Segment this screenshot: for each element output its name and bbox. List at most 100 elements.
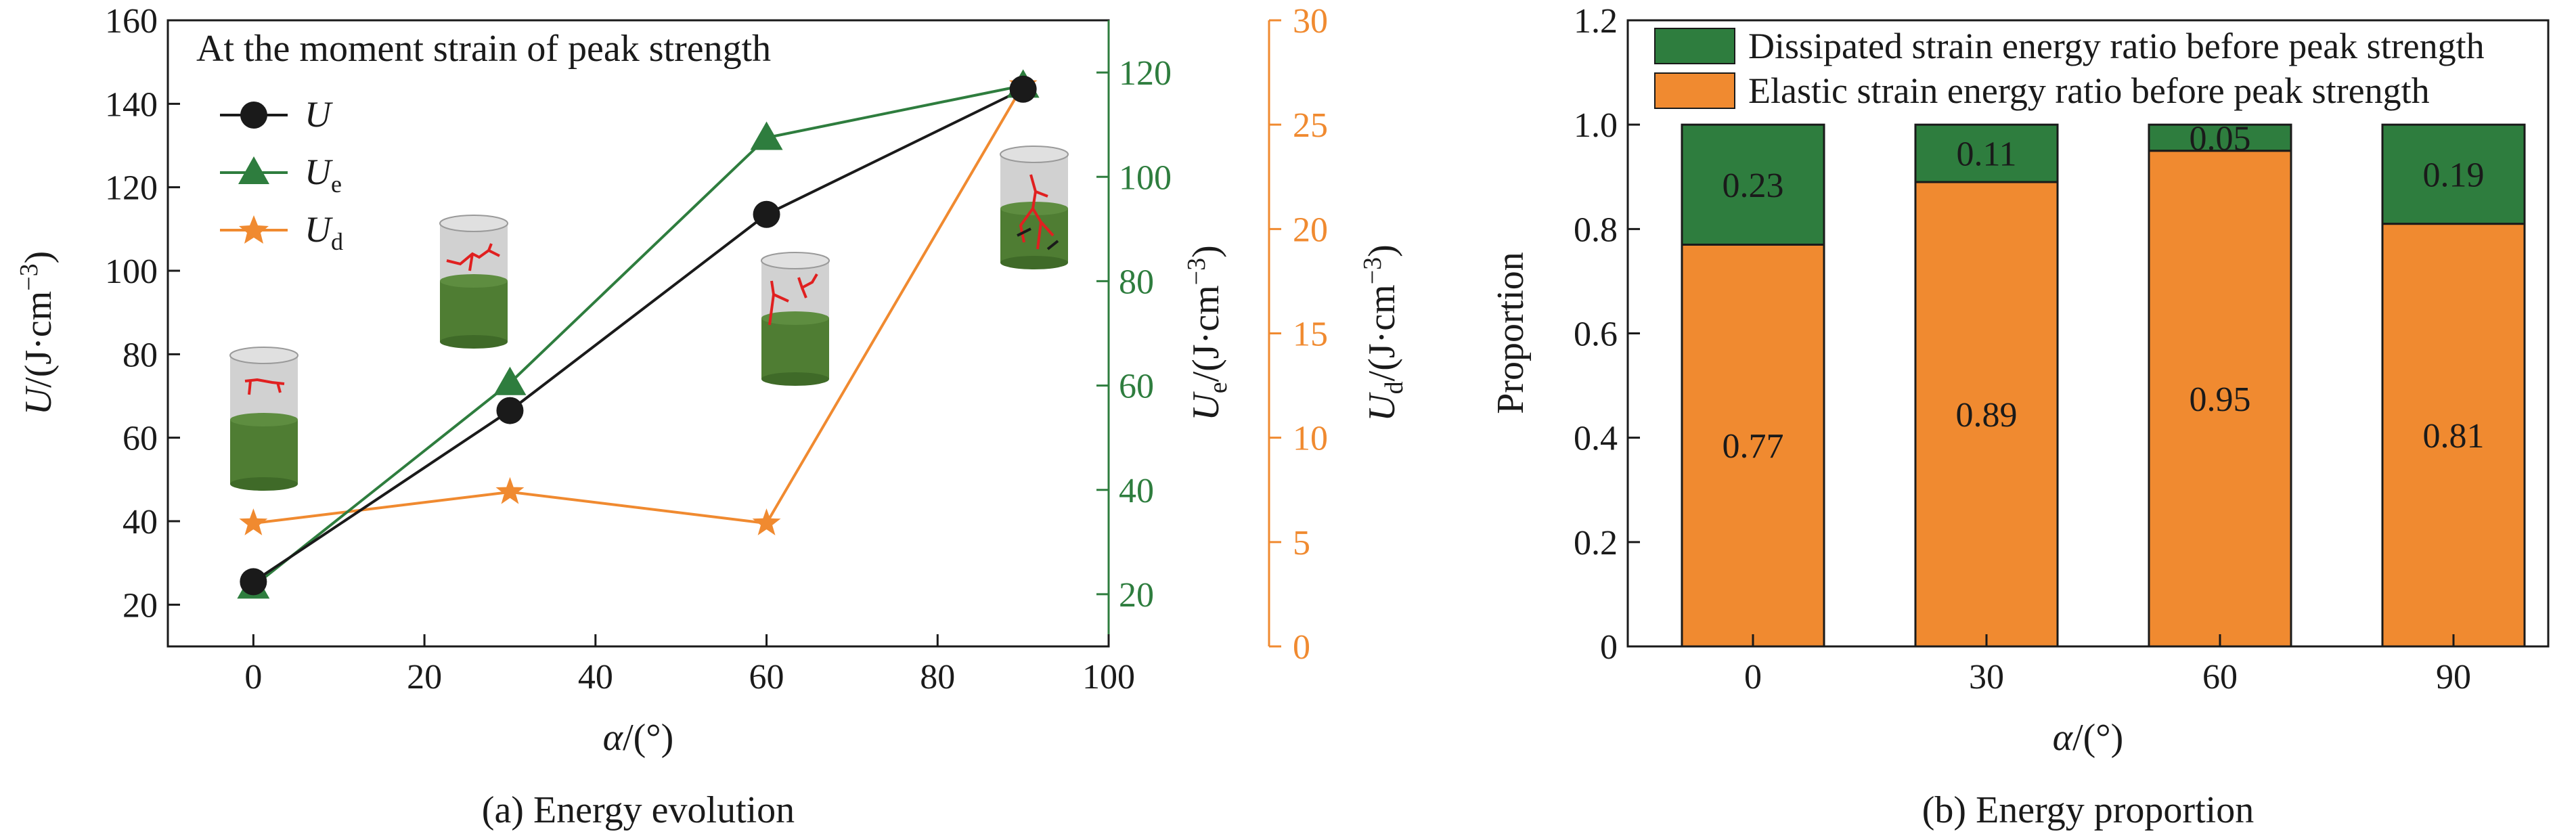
y-left-tick-label: 60: [123, 420, 158, 458]
x-tick-label-a: 60: [749, 658, 784, 697]
specimen-30: [439, 215, 508, 349]
y-right1-tick-label: 100: [1119, 158, 1172, 197]
legend-label-u: U: [305, 94, 333, 135]
legend-swatch-elastic: [1654, 72, 1735, 109]
x-tick-label-a: 0: [244, 658, 262, 697]
y-right2-tick-label: 10: [1293, 420, 1328, 458]
specimen-60: [761, 252, 830, 386]
legend-marker-ud: [239, 215, 269, 244]
legend-label-dissipated: Dissipated strain energy ratio before pe…: [1748, 26, 2485, 66]
bar-dissipated: [2148, 123, 2292, 152]
y-axis-title-left: U/(J·cm−3): [15, 251, 60, 416]
y-tick-label-b: 0.8: [1574, 211, 1618, 249]
point-ud: [239, 508, 268, 535]
bar-label-elastic: 0.81: [2423, 417, 2485, 456]
bar-dissipated: [1914, 123, 2059, 183]
legend-item-ue: Ue: [220, 152, 342, 198]
y-left-tick-label: 120: [105, 169, 158, 208]
point-u: [496, 397, 524, 424]
y-right2-tick-label: 15: [1293, 315, 1328, 354]
ticks-b: 0 0.2 0.4 0.6 0.8 1.0 1.2 0 30 60 90: [1574, 2, 2471, 697]
legend-marker-u: [240, 102, 267, 129]
y-tick-label-b: 1.2: [1574, 2, 1618, 41]
point-u: [1009, 75, 1037, 103]
bar-elastic: [2148, 150, 2292, 648]
y-tick-label-b: 0.2: [1574, 524, 1618, 562]
bar-elastic: [1914, 181, 2059, 648]
legend-marker-ue: [238, 156, 269, 184]
y-right2-tick-label: 25: [1293, 106, 1328, 145]
bar-elastic: [1681, 243, 1825, 648]
series-line-u: [252, 87, 1024, 583]
bar-dissipated: [2381, 123, 2526, 225]
bar-label-elastic: 0.89: [1956, 396, 2018, 435]
x-tick-label-a: 100: [1082, 658, 1135, 697]
legend-item-u: U: [220, 94, 333, 135]
y-tick-label-b: 0.4: [1574, 420, 1618, 458]
y-right1-tick-label: 40: [1119, 472, 1154, 510]
y-left-tick-label: 140: [105, 85, 158, 124]
x-tick-label-b: 0: [1744, 658, 1762, 697]
legend-label-elastic: Elastic strain energy ratio before peak …: [1748, 70, 2430, 111]
y-left-tick-label: 100: [105, 252, 158, 291]
series-markers-a: [237, 69, 1040, 599]
series-line-ue: [252, 84, 1024, 588]
legend-a: U Ue Ud: [220, 94, 343, 255]
x-tick-label-b: 90: [2436, 658, 2471, 697]
energy-evolution-chart: 0 20 40 60 80 1002040608010012014016020406080…: [15, 2, 1408, 831]
y-right1-tick-label: 80: [1119, 263, 1154, 301]
y-right2-tick-label: 20: [1293, 211, 1328, 249]
legend-swatch-dissipated: [1654, 28, 1735, 64]
x-tick-label-b: 30: [1969, 658, 2004, 697]
y-right1-tick-label: 60: [1119, 368, 1154, 406]
y-right1-tick-label: 20: [1119, 576, 1154, 615]
x-axis-title-a: α/(°): [603, 717, 674, 759]
point-u: [240, 568, 267, 596]
legend-b: Dissipated strain energy ratio before pe…: [1654, 26, 2485, 111]
x-tick-label-a: 40: [578, 658, 613, 697]
bar-label-dissipated: 0.05: [2190, 119, 2251, 158]
x-tick-label-a: 80: [920, 658, 955, 697]
y-left-tick-label: 80: [123, 336, 158, 374]
legend-item-ud: Ud: [220, 209, 343, 255]
caption-a: (a) Energy evolution: [482, 789, 795, 831]
bar-label-elastic: 0.95: [2190, 380, 2251, 419]
y-right2-tick-label: 0: [1293, 628, 1310, 667]
y-right2-tick-label: 30: [1293, 2, 1328, 41]
point-ud: [495, 477, 525, 504]
y-right1-tick-label: 120: [1119, 54, 1172, 93]
legend-label-ud: Ud: [305, 209, 343, 255]
point-ud: [752, 508, 781, 535]
y-axis-title-b: Proportion: [1490, 252, 1532, 414]
y-right2-tick-label: 5: [1293, 524, 1310, 562]
bar-label-dissipated: 0.11: [1956, 135, 2016, 174]
bar-label-dissipated: 0.19: [2423, 156, 2485, 194]
specimen-illustrations: [229, 146, 1069, 491]
y-left-tick-label: 40: [123, 503, 158, 541]
x-axis-title-b: α/(°): [2053, 717, 2124, 759]
x-tick-label-a: 20: [407, 658, 442, 697]
annotation-text: At the moment strain of peak strength: [196, 28, 771, 70]
point-ue: [750, 121, 783, 150]
bar-label-dissipated: 0.23: [1723, 167, 1784, 205]
ticks-a: 0 20 40 60 80 1002040608010012014016020406080…: [105, 2, 1328, 697]
specimen-90: [1000, 146, 1069, 269]
bar-dissipated: [1681, 123, 1825, 246]
legend-label-ue: Ue: [305, 152, 342, 198]
y-axis-title-ue: Ue/(J·cm−3): [1182, 245, 1233, 420]
y-tick-label-b: 0: [1600, 628, 1618, 667]
point-ue: [493, 366, 527, 395]
y-axis-title-ud: Ud/(J·cm−3): [1358, 244, 1408, 422]
caption-b: (b) Energy proportion: [1922, 789, 2254, 831]
stacked-bars: 0.77 0.23 0.89 0.11 0.95 0.05 0.81 0.19: [1681, 119, 2526, 648]
bar-elastic: [2381, 223, 2526, 648]
y-tick-label-b: 0.6: [1574, 315, 1618, 354]
specimen-0: [229, 347, 298, 491]
series-line-ud: [253, 84, 1025, 525]
energy-proportion-chart: 0.77 0.23 0.89 0.11 0.95 0.05 0.81 0.19 0 0.2 0.4…: [1490, 2, 2550, 831]
bar-label-elastic: 0.77: [1723, 427, 1784, 466]
y-left-tick-label: 160: [105, 2, 158, 41]
y-tick-label-b: 1.0: [1574, 106, 1618, 145]
point-u: [753, 200, 780, 228]
